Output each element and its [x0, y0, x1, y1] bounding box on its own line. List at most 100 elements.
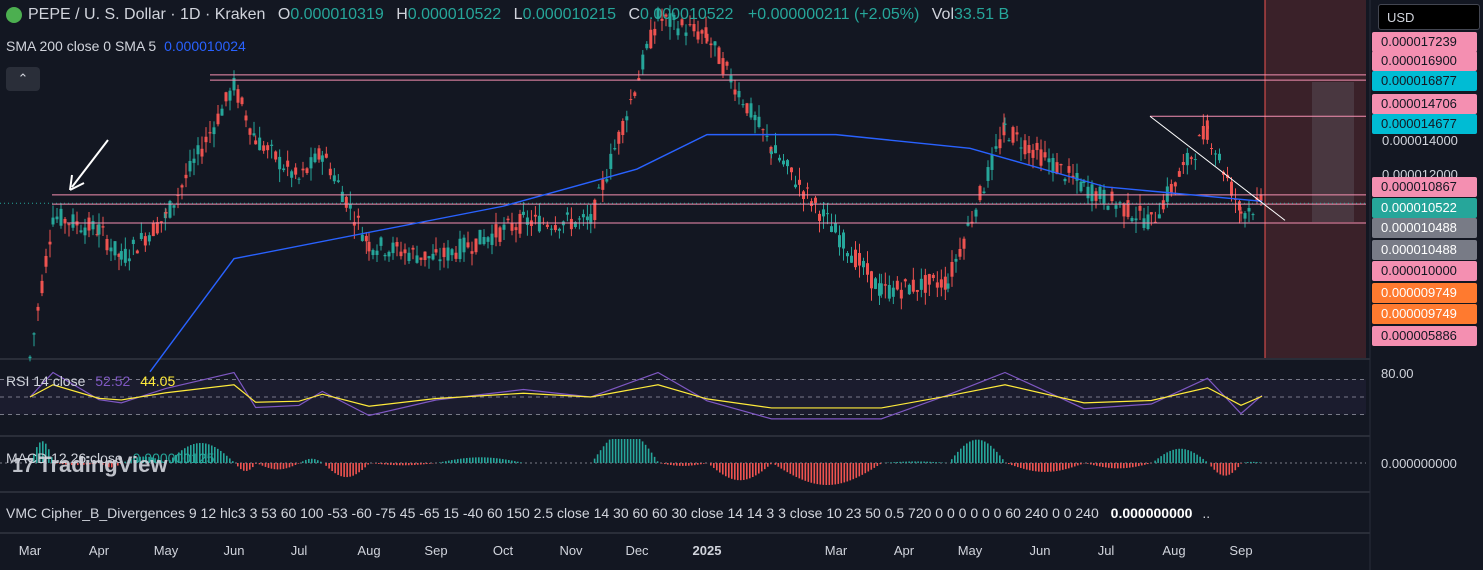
macd-histogram-bar	[1160, 456, 1162, 463]
close-label: C	[628, 6, 641, 23]
candle-body	[757, 116, 761, 128]
macd-histogram-bar	[1225, 463, 1228, 476]
macd-histogram-bar	[127, 460, 129, 463]
macd-histogram-bar	[184, 448, 186, 463]
price-tag: 0.000016900	[1372, 51, 1477, 71]
candle-body	[446, 247, 450, 261]
macd-histogram-bar	[719, 463, 721, 473]
candle-body	[301, 168, 305, 171]
macd-axis-label: 0.000000000	[1381, 456, 1457, 471]
candle-body	[782, 160, 785, 165]
macd-histogram-bar	[355, 463, 357, 475]
macd-histogram-bar	[1172, 449, 1174, 463]
macd-histogram-bar	[638, 439, 641, 463]
macd-histogram-bar	[703, 463, 705, 464]
currency-selector[interactable]: USD	[1378, 4, 1480, 30]
macd-histogram-bar	[837, 463, 840, 484]
candle-body	[717, 47, 721, 64]
vmc-legend[interactable]: VMC Cipher_B_Divergences 9 12 hlc3 3 53 …	[6, 505, 1210, 521]
macd-histogram-bar	[1228, 463, 1231, 475]
symbol-title[interactable]: PEPE / U. S. Dollar · 1D · Kraken	[28, 6, 266, 23]
candle-body	[286, 160, 290, 167]
candle-body	[1079, 181, 1083, 192]
macd-histogram-bar	[1213, 463, 1216, 470]
candle-body	[858, 253, 861, 266]
macd-histogram-bar	[334, 463, 336, 474]
macd-histogram-bar	[42, 441, 44, 463]
high-label: H	[396, 6, 408, 23]
macd-histogram-bar	[743, 463, 745, 480]
macd-histogram-bar	[226, 455, 228, 463]
macd-histogram-bar	[454, 459, 456, 463]
price-tag: 0.000014000	[1382, 133, 1458, 148]
candle-body	[258, 137, 262, 151]
candle-body	[1122, 203, 1126, 217]
candle-body	[40, 280, 44, 294]
macd-histogram-bar	[367, 463, 369, 465]
macd-histogram-bar	[202, 443, 204, 463]
rsi-legend[interactable]: RSI 14 close 52.52 44.05	[6, 373, 175, 389]
macd-histogram-bar	[1202, 458, 1204, 463]
collapse-legend-button[interactable]: ⌃	[6, 67, 40, 91]
sma-legend[interactable]: SMA 200 close 0 SMA 5 0.000010024	[6, 38, 246, 54]
macd-histogram-bar	[1014, 463, 1016, 467]
candle-body	[348, 203, 352, 209]
candle-body	[164, 211, 168, 214]
macd-histogram-bar	[1256, 462, 1258, 463]
macd-histogram-bar	[83, 463, 85, 465]
candle-body	[676, 28, 680, 36]
macd-histogram-bar	[328, 463, 330, 469]
macd-histogram-bar	[670, 463, 672, 466]
macd-histogram-bar	[343, 463, 345, 477]
macd-histogram-bar	[755, 463, 757, 476]
candle-body	[749, 103, 753, 118]
trendline	[1149, 115, 1286, 221]
macd-legend[interactable]: MACD 12 26 close 0.000000125	[6, 450, 214, 466]
candle-body	[1023, 140, 1027, 155]
candle-body	[101, 226, 105, 228]
macd-histogram-bar	[917, 461, 919, 463]
macd-histogram-bar	[1222, 463, 1225, 476]
macd-histogram-bar	[879, 463, 882, 465]
candle-body	[923, 275, 927, 293]
macd-histogram-bar	[629, 439, 632, 463]
candle-body	[1015, 132, 1019, 135]
macd-histogram-bar	[902, 461, 904, 463]
macd-histogram-bar	[51, 457, 53, 463]
candle-body	[1138, 205, 1142, 211]
macd-histogram-bar	[914, 461, 916, 463]
candle-body	[184, 174, 188, 179]
candle-body	[966, 223, 970, 226]
candle-body	[1134, 218, 1138, 221]
candle-body	[486, 237, 490, 242]
chevron-up-icon: ⌃	[17, 71, 29, 86]
macd-histogram-bar	[502, 459, 504, 463]
candle-body	[978, 186, 982, 201]
macd-histogram-bar	[656, 461, 659, 463]
candle-body	[557, 228, 561, 231]
macd-histogram-bar	[1123, 463, 1125, 469]
macd-histogram-bar	[834, 463, 837, 485]
macd-histogram-bar	[789, 463, 792, 474]
macd-histogram-bar	[220, 450, 222, 463]
macd-histogram-bar	[352, 463, 354, 476]
candle-body	[391, 242, 395, 254]
candle-body	[637, 77, 641, 81]
candle-body	[672, 14, 676, 21]
macd-histogram-bar	[984, 441, 986, 463]
macd-histogram-bar	[960, 448, 962, 463]
macd-histogram-bar	[499, 458, 501, 463]
macd-histogram-bar	[873, 463, 876, 468]
candle-body	[196, 145, 200, 155]
macd-histogram-bar	[311, 458, 313, 463]
macd-histogram-bar	[475, 457, 477, 463]
macd-histogram-bar	[463, 458, 465, 463]
candle-body	[774, 145, 777, 154]
candle-body	[798, 179, 801, 185]
candle-body	[431, 253, 435, 260]
candle-body	[155, 222, 159, 234]
candle-body	[79, 230, 83, 233]
candle-body	[629, 99, 633, 101]
x-axis-tick-label: Oct	[492, 543, 514, 558]
